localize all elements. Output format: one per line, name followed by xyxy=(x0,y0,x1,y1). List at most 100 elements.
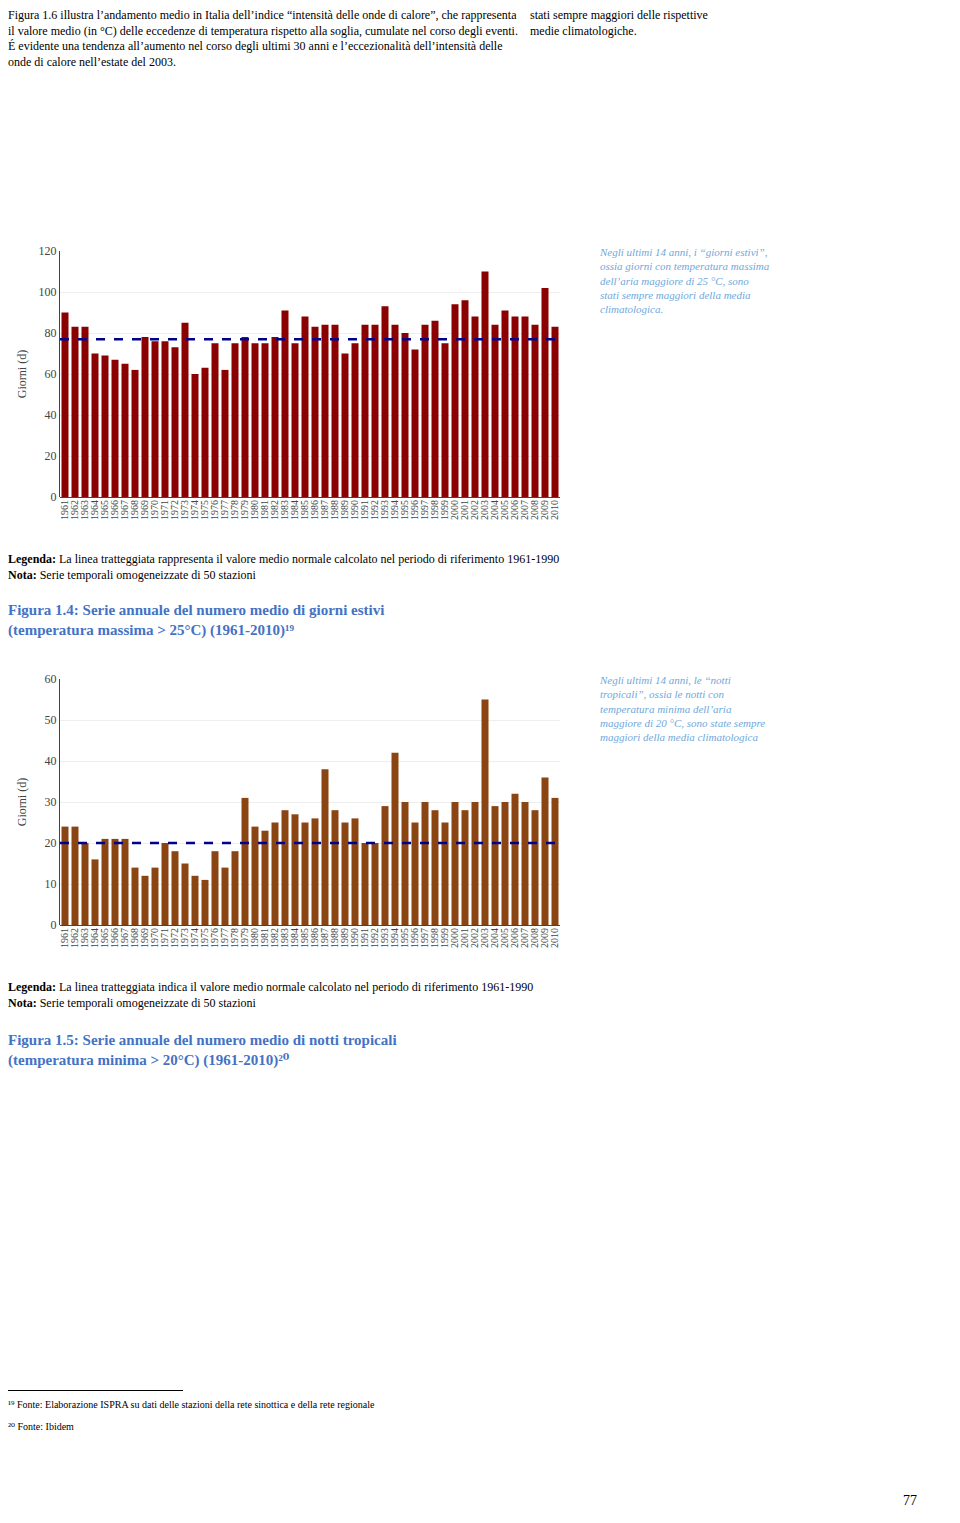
svg-text:2010: 2010 xyxy=(549,928,560,948)
svg-text:1995: 1995 xyxy=(399,500,410,520)
svg-text:1977: 1977 xyxy=(219,500,230,520)
svg-text:1970: 1970 xyxy=(149,928,160,948)
svg-text:60: 60 xyxy=(45,367,57,381)
svg-text:1987: 1987 xyxy=(319,928,330,948)
svg-text:Giorni (d): Giorni (d) xyxy=(15,350,29,398)
svg-text:1990: 1990 xyxy=(349,928,360,948)
svg-text:100: 100 xyxy=(39,285,57,299)
svg-text:1961: 1961 xyxy=(59,928,70,948)
svg-text:1969: 1969 xyxy=(139,928,150,948)
svg-text:1981: 1981 xyxy=(259,928,270,948)
svg-text:30: 30 xyxy=(45,795,57,809)
svg-text:20: 20 xyxy=(45,449,57,463)
svg-text:2002: 2002 xyxy=(469,500,480,520)
svg-text:0: 0 xyxy=(51,918,57,932)
svg-text:40: 40 xyxy=(45,754,57,768)
svg-text:1967: 1967 xyxy=(119,928,130,948)
svg-text:1983: 1983 xyxy=(279,500,290,520)
svg-text:1962: 1962 xyxy=(69,928,80,948)
svg-text:1976: 1976 xyxy=(209,928,220,948)
svg-text:1980: 1980 xyxy=(249,500,260,520)
svg-text:40: 40 xyxy=(45,408,57,422)
svg-text:1970: 1970 xyxy=(149,500,160,520)
svg-text:1974: 1974 xyxy=(189,928,200,948)
svg-text:1961: 1961 xyxy=(59,500,70,520)
svg-text:1998: 1998 xyxy=(429,500,440,520)
svg-text:1982: 1982 xyxy=(269,500,280,520)
svg-text:2005: 2005 xyxy=(499,928,510,948)
svg-text:1983: 1983 xyxy=(279,928,290,948)
svg-text:1966: 1966 xyxy=(109,500,120,520)
svg-text:Giorni (d): Giorni (d) xyxy=(15,778,29,826)
svg-text:2010: 2010 xyxy=(549,500,560,520)
svg-text:1993: 1993 xyxy=(379,500,390,520)
svg-text:1972: 1972 xyxy=(169,928,180,948)
svg-text:1963: 1963 xyxy=(79,928,90,948)
svg-text:2001: 2001 xyxy=(459,500,470,520)
svg-text:1999: 1999 xyxy=(439,928,450,948)
svg-text:2003: 2003 xyxy=(479,500,490,520)
svg-text:2008: 2008 xyxy=(529,928,540,948)
svg-text:1996: 1996 xyxy=(409,928,420,948)
svg-text:1989: 1989 xyxy=(339,928,350,948)
svg-text:1989: 1989 xyxy=(339,500,350,520)
svg-text:1977: 1977 xyxy=(219,928,230,948)
svg-text:1996: 1996 xyxy=(409,500,420,520)
svg-text:1987: 1987 xyxy=(319,500,330,520)
svg-text:1964: 1964 xyxy=(89,500,100,520)
svg-text:1998: 1998 xyxy=(429,928,440,948)
svg-text:2009: 2009 xyxy=(539,928,550,948)
svg-text:1999: 1999 xyxy=(439,500,450,520)
svg-text:1990: 1990 xyxy=(349,500,360,520)
svg-text:2004: 2004 xyxy=(489,928,500,948)
svg-text:1991: 1991 xyxy=(359,500,370,520)
svg-text:2008: 2008 xyxy=(529,500,540,520)
svg-text:2001: 2001 xyxy=(459,928,470,948)
svg-text:1997: 1997 xyxy=(419,928,430,948)
svg-text:1972: 1972 xyxy=(169,500,180,520)
svg-text:2007: 2007 xyxy=(519,500,530,520)
svg-text:60: 60 xyxy=(45,672,57,686)
svg-text:1971: 1971 xyxy=(159,500,170,520)
svg-text:1975: 1975 xyxy=(199,928,210,948)
svg-text:2007: 2007 xyxy=(519,928,530,948)
svg-text:0: 0 xyxy=(51,490,57,504)
svg-text:1985: 1985 xyxy=(299,928,310,948)
svg-text:1992: 1992 xyxy=(369,500,380,520)
svg-text:1967: 1967 xyxy=(119,500,130,520)
svg-text:1997: 1997 xyxy=(419,500,430,520)
svg-text:120: 120 xyxy=(39,244,57,258)
svg-text:2003: 2003 xyxy=(479,928,490,948)
svg-text:1995: 1995 xyxy=(399,928,410,948)
svg-text:2000: 2000 xyxy=(449,928,460,948)
svg-text:2005: 2005 xyxy=(499,500,510,520)
svg-text:2004: 2004 xyxy=(489,500,500,520)
svg-text:2009: 2009 xyxy=(539,500,550,520)
svg-text:1968: 1968 xyxy=(129,928,140,948)
svg-text:2006: 2006 xyxy=(509,928,520,948)
svg-text:1971: 1971 xyxy=(159,928,170,948)
svg-text:1965: 1965 xyxy=(99,500,110,520)
svg-text:1984: 1984 xyxy=(289,500,300,520)
svg-text:1978: 1978 xyxy=(229,928,240,948)
svg-text:1979: 1979 xyxy=(239,500,250,520)
svg-text:80: 80 xyxy=(45,326,57,340)
svg-text:2002: 2002 xyxy=(469,928,480,948)
svg-text:2006: 2006 xyxy=(509,500,520,520)
svg-text:1966: 1966 xyxy=(109,928,120,948)
svg-text:1978: 1978 xyxy=(229,500,240,520)
svg-text:1991: 1991 xyxy=(359,928,370,948)
svg-text:1973: 1973 xyxy=(179,500,190,520)
svg-text:1979: 1979 xyxy=(239,928,250,948)
svg-text:1985: 1985 xyxy=(299,500,310,520)
svg-text:1982: 1982 xyxy=(269,928,280,948)
svg-text:1981: 1981 xyxy=(259,500,270,520)
svg-text:1988: 1988 xyxy=(329,500,340,520)
svg-text:1974: 1974 xyxy=(189,500,200,520)
svg-text:50: 50 xyxy=(45,713,57,727)
svg-text:20: 20 xyxy=(45,836,57,850)
svg-text:1986: 1986 xyxy=(309,928,320,948)
svg-text:1992: 1992 xyxy=(369,928,380,948)
svg-text:1986: 1986 xyxy=(309,500,320,520)
svg-text:1968: 1968 xyxy=(129,500,140,520)
